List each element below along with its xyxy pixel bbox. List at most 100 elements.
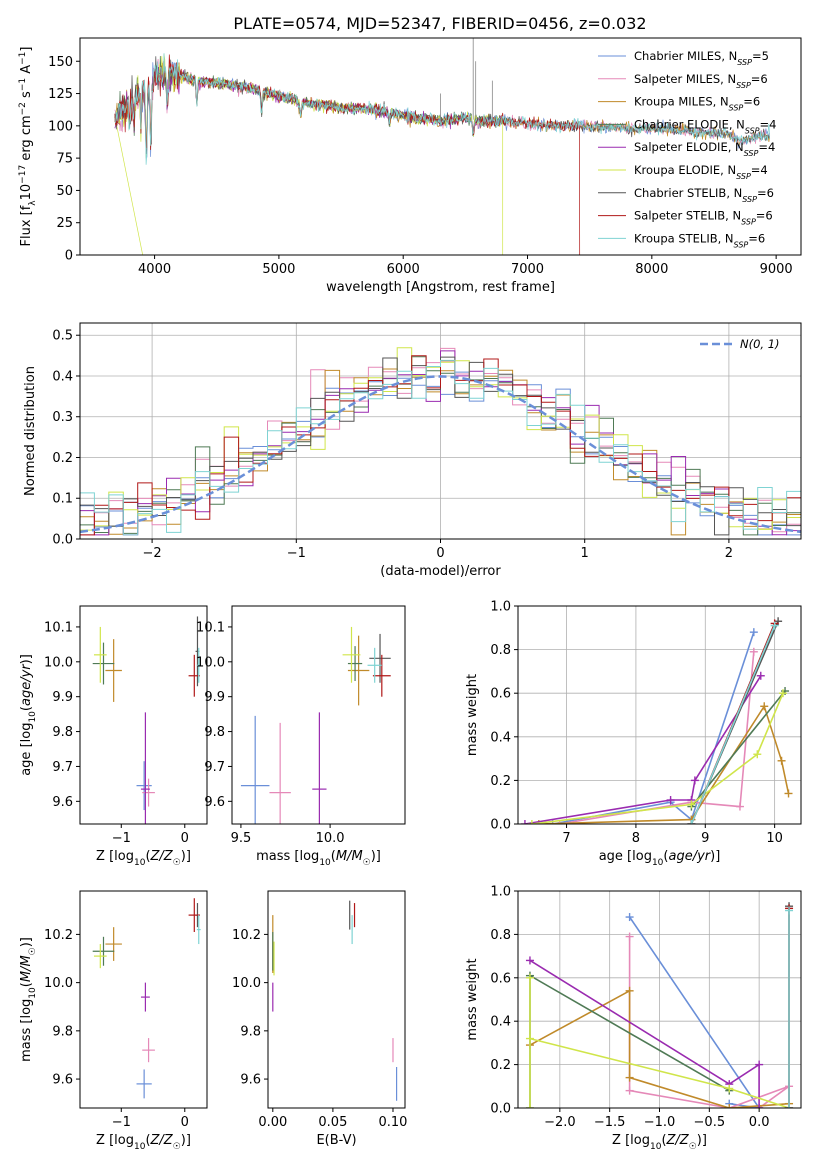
- y-tick-label: 0.0: [490, 1102, 511, 1117]
- legend-tail: =4: [760, 117, 777, 131]
- legend-entry: Salpeter ELODIE, NSSP=4: [634, 140, 775, 158]
- y-axis-label-part: age/yr: [19, 663, 34, 706]
- errorbar-point: [105, 927, 122, 961]
- errorbar-point: [369, 633, 391, 683]
- y-tick-label: 10.2: [232, 928, 261, 943]
- plot-area-mass-vs-EBV: [272, 900, 398, 1101]
- series-line: [559, 651, 755, 824]
- legend-tail: =6: [743, 95, 760, 109]
- y-axis-label-part: 10: [19, 184, 34, 201]
- y-tick-label: 9.6: [240, 1073, 261, 1088]
- y-tick-label: 10.1: [44, 620, 73, 635]
- x-tick-label: 9: [701, 831, 709, 846]
- y-tick-label: 10.0: [232, 976, 261, 991]
- y-tick-label: 9.6: [52, 795, 73, 810]
- series-line: [531, 692, 784, 824]
- errorbar-point: [240, 715, 270, 824]
- y-tick-label: 0.2: [490, 1058, 511, 1073]
- legend-sub: SSP: [745, 126, 760, 135]
- y-tick-label: 25: [56, 216, 73, 231]
- x-axis-label-part: M/M: [336, 849, 363, 864]
- series-line: [524, 675, 762, 824]
- series-kroupa-stelib: [687, 621, 779, 824]
- legend-sub: SSP: [741, 217, 756, 226]
- hist-salpeter-elodie: [80, 350, 801, 539]
- legend-sub: SSP: [736, 172, 751, 181]
- x-axis-label: (data-model)/error: [380, 564, 501, 579]
- y-axis-label-part: )]: [19, 937, 34, 947]
- legend-tail: =6: [751, 72, 768, 86]
- errorbar-point: [269, 722, 291, 824]
- x-axis-label-part: 10: [650, 1142, 662, 1152]
- y-tick-label: 9.8: [240, 1024, 261, 1039]
- errorbar-point: [136, 1069, 152, 1099]
- x-tick-label: 0.0: [749, 1115, 770, 1130]
- y-tick-label: 0.2: [490, 774, 511, 789]
- y-axis-label-part: (: [19, 982, 34, 987]
- x-axis-label: E(B-V): [316, 1133, 356, 1148]
- errorbar-point: [140, 982, 150, 1012]
- y-tick-label: 0.1: [52, 492, 73, 507]
- legend-sub: SSP: [742, 194, 757, 203]
- legend-label: Salpeter ELODIE, N: [634, 140, 744, 154]
- x-tick-label: −2: [143, 546, 162, 561]
- legend-entry: N(0, 1): [740, 337, 780, 351]
- x-axis-label-part: wavelength [Angstrom, rest frame]: [326, 280, 555, 295]
- axes-frame: [517, 890, 802, 1109]
- y-tick-label: 75: [56, 152, 73, 167]
- y-tick-label: 0.8: [490, 928, 511, 943]
- legend-sub: SSP: [736, 80, 751, 89]
- legend-label: Kroupa MILES, N: [634, 95, 729, 109]
- y-axis-label: mass [log10(M/M☉)]: [19, 937, 38, 1062]
- x-axis-label-part: 10: [134, 1142, 146, 1152]
- legend-tail: =4: [758, 140, 775, 154]
- x-axis-label-part: (data-model)/error: [380, 564, 501, 579]
- legend-entry: Chabrier STELIB, NSSP=6: [634, 186, 774, 204]
- y-tick-label: 9.7: [52, 760, 73, 775]
- errorbar-point: [347, 646, 363, 681]
- y-tick-label: 0: [65, 249, 73, 264]
- series-chabrier-elodie: [687, 687, 790, 811]
- x-tick-label: 10.0: [316, 831, 345, 846]
- y-axis-label-part: mass weight: [465, 674, 480, 756]
- legend-sub: SSP: [734, 240, 749, 249]
- y-axis-label: mass weight: [465, 674, 480, 756]
- legend-sub: SSP: [744, 149, 759, 158]
- x-tick-label: −2.0: [544, 1115, 576, 1130]
- plot-area-mass-vs-Z: [92, 898, 201, 1099]
- x-axis-label-part: 10: [319, 858, 331, 868]
- errorbar-point: [188, 898, 201, 932]
- errorbar-point: [92, 936, 115, 966]
- y-axis-label-part: λ: [28, 200, 38, 206]
- legend-label: Salpeter MILES, N: [634, 72, 736, 86]
- errorbar-point: [136, 761, 152, 811]
- y-axis-label-part: s: [19, 91, 34, 102]
- y-tick-label: 150: [48, 55, 73, 70]
- x-axis-label-part: (: [661, 1133, 666, 1148]
- errorbar-point: [342, 626, 361, 683]
- x-tick-label: −1: [112, 1115, 131, 1130]
- x-tick-label: 0: [181, 1115, 189, 1130]
- plot-area-massweight-vs-age: [520, 617, 793, 824]
- y-tick-label: 0.0: [52, 533, 73, 548]
- series-line: [552, 631, 755, 824]
- y-tick-label: 0.5: [52, 329, 73, 344]
- x-axis-label-part: )]: [371, 849, 381, 864]
- plot-area-spectrum: [114, 38, 771, 255]
- x-tick-label: −1.0: [644, 1115, 676, 1130]
- y-tick-label: 9.9: [204, 690, 225, 705]
- y-tick-label: 10.0: [44, 976, 73, 991]
- legend-entry: Kroupa ELODIE, NSSP=4: [634, 163, 768, 181]
- series-salpeter-elodie: [520, 671, 765, 824]
- panel-age-vs-mass: 9.5 10.0 9.6 9.7 9.8 9.9 10.0 10.1 mass [log10(M…: [196, 605, 406, 868]
- y-tick-label: 9.7: [204, 760, 225, 775]
- axes-frame: [231, 605, 406, 825]
- axes-frame: [79, 322, 802, 540]
- x-tick-label: 0.10: [379, 1115, 408, 1130]
- x-axis-label-part: E(B-V): [316, 1133, 356, 1148]
- y-axis-label-part: mass weight: [465, 958, 480, 1040]
- y-tick-label: 1.0: [490, 600, 511, 615]
- x-tick-label: 9.5: [231, 831, 252, 846]
- y-tick-label: 9.8: [204, 725, 225, 740]
